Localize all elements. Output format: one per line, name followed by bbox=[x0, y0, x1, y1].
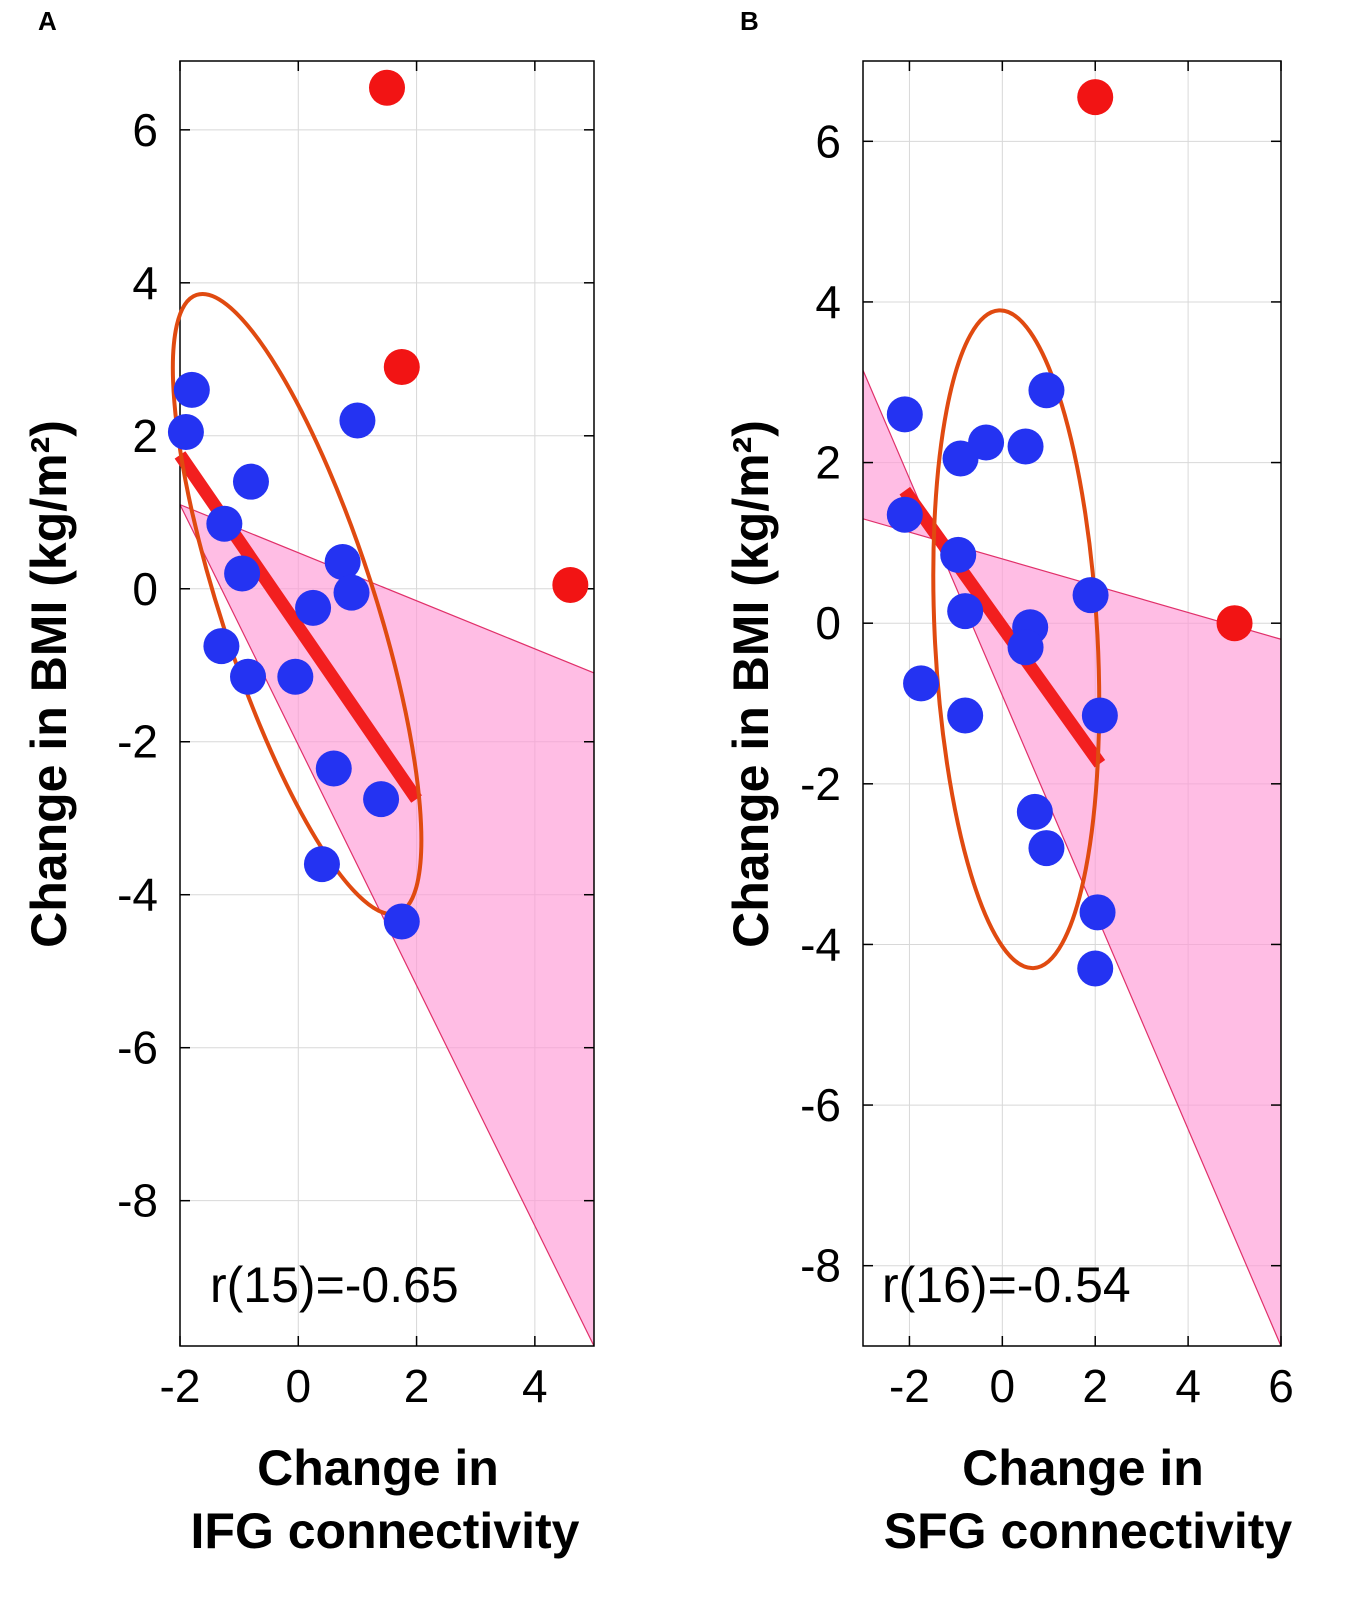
panel-a-frame bbox=[179, 60, 595, 1347]
ylabel-b: Change in BMI (kg/m²) bbox=[723, 420, 779, 948]
panel-b-point-blue-6 bbox=[940, 536, 977, 573]
panel-b-ytick-label-6: -6 bbox=[800, 1079, 841, 1131]
panel-a-point-blue-3 bbox=[232, 463, 269, 500]
panel-a-point-red-2 bbox=[552, 566, 589, 603]
panel-b-point-red-1 bbox=[1216, 605, 1253, 642]
xlabel-b-line2: SFG connectivity bbox=[884, 1503, 1293, 1559]
panel-b-point-blue-11 bbox=[947, 697, 984, 734]
panel-b-point-blue-12 bbox=[1072, 577, 1109, 614]
panel-a-band-upper-edge bbox=[179, 504, 595, 674]
panel-b-point-blue-13 bbox=[1081, 697, 1118, 734]
panel-a-ytick-label-0: 6 bbox=[132, 104, 158, 156]
panel-b-frame bbox=[862, 60, 1282, 1347]
panel-b-point-blue-0 bbox=[886, 396, 923, 433]
panel-a-point-blue-6 bbox=[230, 658, 267, 695]
panel-b-point-blue-14 bbox=[1016, 793, 1053, 830]
panel-b-xtick-label-3: 4 bbox=[1175, 1360, 1201, 1412]
panel-b-point-blue-1 bbox=[886, 496, 923, 533]
panel-b-ytick-label-7: -8 bbox=[800, 1240, 841, 1292]
panel-a-ytick-label-6: -6 bbox=[117, 1022, 158, 1074]
panel-a-point-blue-5 bbox=[203, 628, 240, 665]
panel-b-xtick-label-4: 6 bbox=[1268, 1360, 1294, 1412]
panel-b-ytick-label-4: -2 bbox=[800, 758, 841, 810]
panel-b-point-blue-3 bbox=[968, 424, 1005, 461]
panel-b-point-blue-17 bbox=[1077, 950, 1114, 987]
panel-b-point-blue-9 bbox=[1007, 629, 1044, 666]
panel-a-point-blue-2 bbox=[206, 505, 243, 542]
panel-a-ytick-label-4: -2 bbox=[117, 716, 158, 768]
panel-a-point-blue-13 bbox=[363, 781, 400, 818]
panel-a-point-blue-8 bbox=[295, 589, 332, 626]
panel-b-ytick-label-5: -4 bbox=[800, 918, 841, 970]
panel-b-xtick-label-2: 2 bbox=[1082, 1360, 1108, 1412]
panel-a-point-blue-9 bbox=[324, 543, 361, 580]
chart-b: -2 0 2 4 6 6 4 2 0 -2 -4 -6 -8 bbox=[800, 60, 1294, 1412]
panel-b-point-blue-15 bbox=[1028, 830, 1065, 867]
panel-a-point-blue-1 bbox=[167, 413, 204, 450]
panel-b-point-blue-4 bbox=[1007, 428, 1044, 465]
panel-a-ytick-label-7: -8 bbox=[117, 1175, 158, 1227]
panel-a-point-blue-12 bbox=[315, 750, 352, 787]
panel-b-point-blue-5 bbox=[1028, 372, 1065, 409]
panel-a-point-blue-14 bbox=[303, 846, 340, 883]
ylabel-a: Change in BMI (kg/m²) bbox=[21, 420, 77, 948]
panel-a-ytick-label-2: 2 bbox=[132, 410, 158, 462]
annotation-a: r(15)=-0.65 bbox=[210, 1257, 459, 1313]
panel-a-point-blue-11 bbox=[339, 402, 376, 439]
panel-a-point-red-1 bbox=[383, 348, 420, 385]
panel-b-point-blue-7 bbox=[947, 593, 984, 630]
panel-a-ytick-label-1: 4 bbox=[132, 257, 158, 309]
panel-a-point-blue-10 bbox=[333, 574, 370, 611]
panel-b-point-blue-10 bbox=[903, 665, 940, 702]
panel-a-xtick-label-3: 4 bbox=[522, 1360, 548, 1412]
panel-b-ytick-label-0: 6 bbox=[815, 115, 841, 167]
panel-a-point-blue-4 bbox=[224, 555, 261, 592]
panel-letter-b: B bbox=[740, 6, 759, 36]
panel-a-xtick-label-2: 2 bbox=[404, 1360, 430, 1412]
panel-a-point-blue-0 bbox=[173, 371, 210, 408]
panel-b-point-blue-16 bbox=[1079, 894, 1116, 931]
xlabel-b-line1: Change in bbox=[962, 1440, 1204, 1496]
panel-b-ytick-label-1: 4 bbox=[815, 276, 841, 328]
annotation-b: r(16)=-0.54 bbox=[882, 1257, 1131, 1313]
panel-a-xtick-label-1: 0 bbox=[285, 1360, 311, 1412]
chart-a: -2 0 2 4 6 4 2 0 -2 -4 -6 -8 bbox=[117, 60, 595, 1412]
panel-b-fit-line bbox=[899, 486, 1106, 768]
panel-a-point-red-0 bbox=[369, 69, 405, 106]
panel-b-ytick-label-3: 0 bbox=[815, 597, 841, 649]
panel-a-ytick-label-3: 0 bbox=[132, 563, 158, 615]
panel-b-ytick-label-2: 2 bbox=[815, 437, 841, 489]
panel-b-xtick-label-0: -2 bbox=[889, 1360, 930, 1412]
xlabel-a-line1: Change in bbox=[257, 1440, 499, 1496]
panel-b-confidence-ellipse bbox=[931, 308, 1102, 971]
panel-a-point-blue-7 bbox=[277, 658, 314, 695]
xlabel-a-line2: IFG connectivity bbox=[191, 1503, 580, 1559]
panel-b-point-red-0 bbox=[1077, 79, 1114, 116]
panel-letter-a: A bbox=[38, 6, 57, 36]
panel-a-xtick-label-0: -2 bbox=[160, 1360, 201, 1412]
panel-a-point-blue-15 bbox=[383, 903, 420, 940]
panel-a-ytick-label-5: -4 bbox=[117, 869, 158, 921]
panel-b-xtick-label-1: 0 bbox=[990, 1360, 1016, 1412]
